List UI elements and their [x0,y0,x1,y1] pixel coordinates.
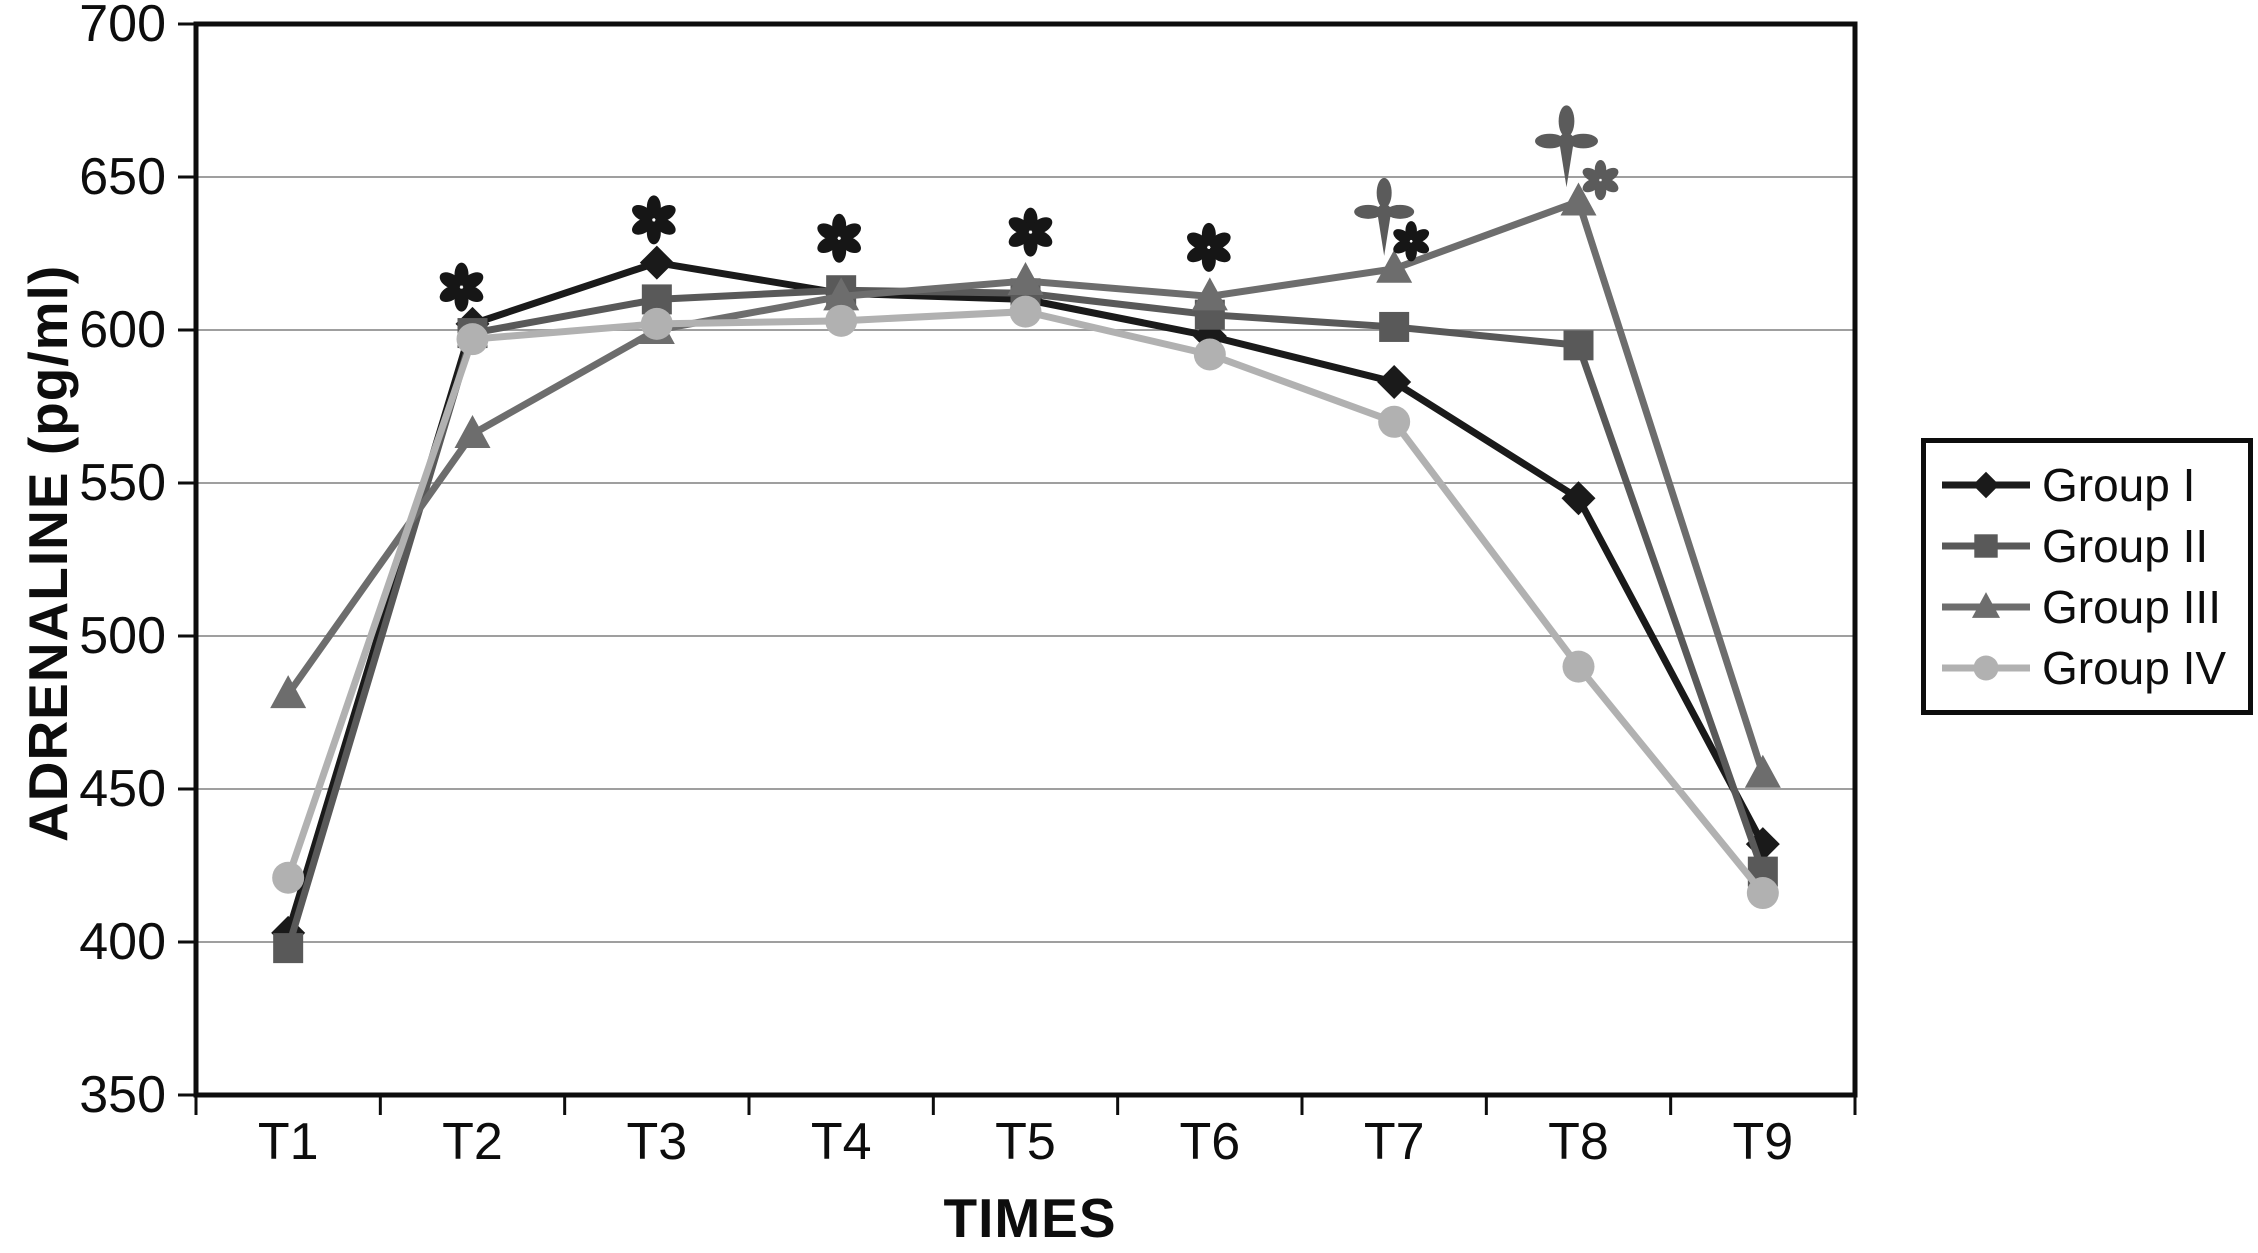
legend-label: Group IV [2042,642,2227,694]
y-tick-label-600: 600 [79,301,166,359]
legend-label: Group II [2042,520,2209,572]
y-tick-label-450: 450 [79,760,166,818]
series-group-i [271,245,1780,950]
x-tick-label-t3: T3 [626,1113,688,1171]
x-tick-label-t1: T1 [257,1113,319,1171]
x-axis-title: TIMES [943,1187,1117,1249]
legend-entry-group-i: Group I [1940,458,2244,512]
x-tick-label-t5: T5 [995,1113,1056,1171]
x-tick-label-t9: T9 [1732,1113,1794,1171]
square-legend-marker-icon [1942,534,2030,558]
x-tick-label-t7: T7 [1363,1113,1425,1171]
asterisk-annotation-t4 [817,213,861,263]
y-tick-label-350: 350 [79,1066,166,1124]
series-group-iv [272,295,1779,910]
dagger-annotation-t8 [1535,105,1598,188]
asterisk-annotation-t5 [1008,207,1053,257]
legend-entry-group-ii: Group II [1940,519,2244,573]
x-tick-label-t6: T6 [1179,1113,1241,1171]
legend-entry-group-iii: Group III [1940,580,2244,634]
legend-label: Group III [2042,581,2221,633]
x-tick-label-t8: T8 [1548,1113,1609,1171]
legend: Group I Group II Group III Group IV [1921,438,2253,715]
y-tick-label-700: 700 [79,0,166,53]
y-tick-label-500: 500 [79,607,166,665]
asterisk-annotation-t6 [1187,222,1231,272]
circle-legend-marker-icon [1942,655,2030,681]
series-group-ii [273,275,1778,964]
triangle-legend-marker-icon [1942,592,2030,618]
dagger-annotation-t7 [1354,177,1415,256]
y-tick-label-650: 650 [79,148,166,206]
legend-entry-group-iv: Group IV [1940,641,2244,695]
asterisk-annotation-t3 [632,195,676,245]
legend-label: Group I [2042,459,2196,511]
diamond-legend-marker-icon [1942,471,2030,499]
asterisk-annotation-t2 [439,262,484,312]
y-tick-label-400: 400 [79,913,166,971]
asterisk-annotation-t8 [1582,159,1619,201]
x-tick-label-t2: T2 [442,1113,503,1171]
plot-border [193,21,1858,1098]
y-tick-label-550: 550 [79,454,166,512]
asterisk-annotation-t7 [1393,221,1430,262]
x-tick-label-t4: T4 [810,1113,872,1171]
